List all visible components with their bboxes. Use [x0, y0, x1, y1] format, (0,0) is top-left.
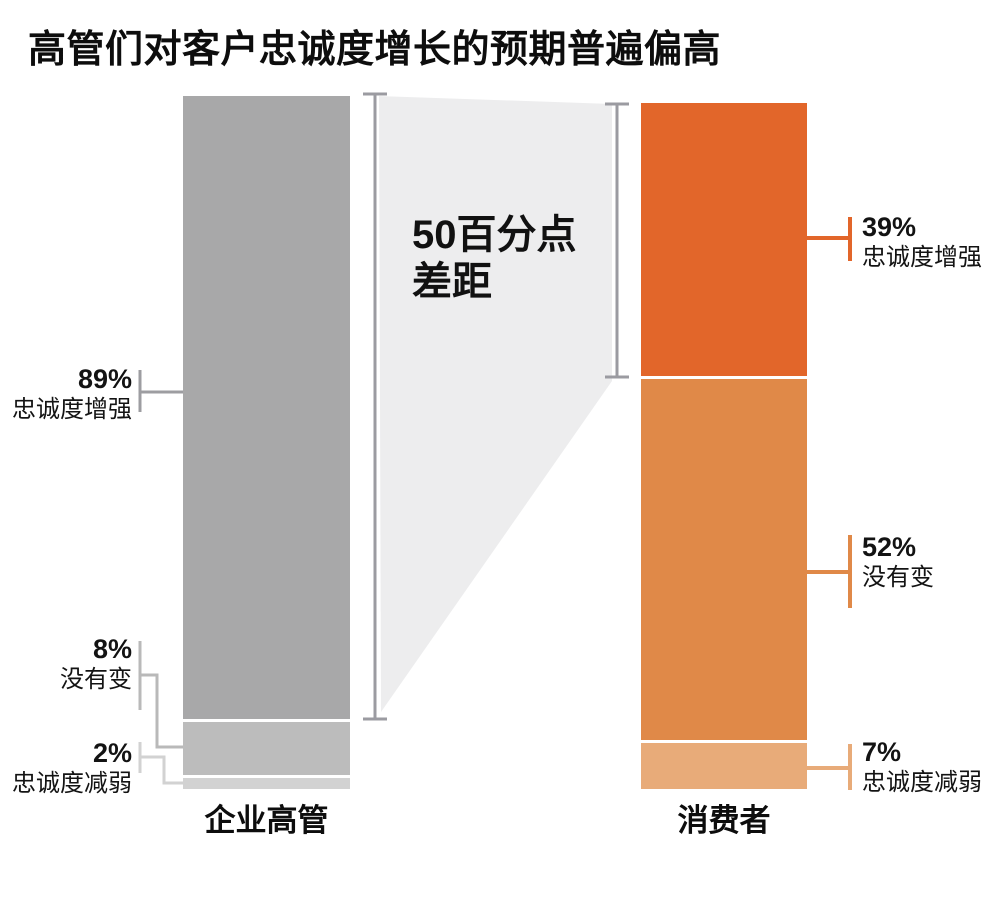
value-label: 39%	[862, 212, 917, 242]
value-label: 8%	[92, 634, 132, 664]
bar-consumers	[641, 103, 807, 789]
value-label: 2%	[92, 738, 132, 768]
axis-label-executives: 企业高管	[204, 803, 329, 838]
gap-annotation-line1: 50百分点	[412, 213, 577, 257]
bar-segment-忠诚度增强	[641, 103, 807, 376]
bar-segment-忠诚度减弱	[183, 775, 350, 789]
bar-segment-忠诚度减弱	[641, 740, 807, 789]
category-label: 忠诚度减弱	[12, 770, 132, 797]
value-label: 52%	[862, 532, 917, 562]
bar-segment-没有变	[641, 376, 807, 740]
category-label: 忠诚度增强	[862, 244, 982, 271]
category-label: 没有变	[862, 564, 934, 591]
axis-label-consumers: 消费者	[677, 803, 771, 838]
connector-exec-loyalty-increase	[138, 370, 184, 412]
measure-line-executives	[363, 92, 387, 721]
label-exec-loyalty-increase: 89% 忠诚度增强	[12, 363, 132, 425]
connector-exec-loyalty-decrease	[138, 742, 184, 785]
gap-annotation: 50百分点 差距	[412, 212, 577, 306]
value-label: 89%	[77, 364, 132, 394]
bar-executives	[183, 96, 350, 789]
label-exec-loyalty-decrease: 2% 忠诚度减弱	[12, 737, 132, 799]
label-exec-no-change: 8% 没有变	[60, 633, 132, 695]
label-consumer-loyalty-decrease: 7% 忠诚度减弱	[862, 736, 982, 798]
gap-wedge	[379, 96, 612, 712]
label-consumer-no-change: 52% 没有变	[862, 531, 934, 593]
category-label: 没有变	[60, 666, 132, 693]
bar-segment-忠诚度增强	[183, 96, 350, 719]
chart-title: 高管们对客户忠诚度增长的预期普遍偏高	[28, 29, 722, 71]
connector-exec-no-change	[138, 641, 184, 749]
value-label: 7%	[862, 737, 902, 767]
category-label: 忠诚度减弱	[862, 769, 982, 796]
bar-segment-没有变	[183, 719, 350, 775]
measure-line-consumers	[605, 102, 629, 379]
connector-consumer-loyalty-increase	[806, 217, 852, 261]
category-label: 忠诚度增强	[12, 396, 132, 423]
connector-consumer-loyalty-decrease	[806, 744, 852, 790]
gap-annotation-line2: 差距	[412, 260, 492, 304]
label-consumer-loyalty-increase: 39% 忠诚度增强	[862, 211, 982, 273]
connector-consumer-no-change	[806, 535, 852, 608]
